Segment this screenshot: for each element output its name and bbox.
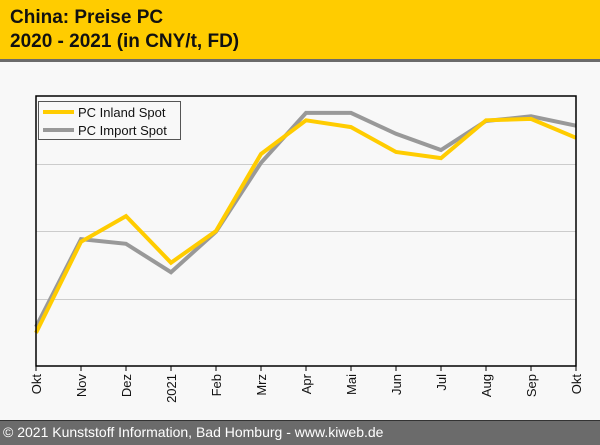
- x-tick-label-1: Nov: [74, 374, 89, 398]
- x-tick-label-8: Jun: [389, 374, 404, 395]
- x-tick-label-3: 2021: [164, 374, 179, 403]
- series-line-inland: [36, 119, 576, 333]
- x-axis-ticks: Okt Nov Dez 2021 Feb Mrz Apr Mai Jun Jul Aug Sep Okt: [29, 366, 584, 403]
- x-tick-label-11: Sep: [524, 374, 539, 397]
- gridlines: [36, 165, 576, 300]
- x-tick-label-6: Apr: [299, 373, 314, 394]
- x-tick-label-5: Mrz: [254, 374, 269, 396]
- x-tick-label-9: Jul: [434, 374, 449, 391]
- legend: PC Inland Spot PC Import Spot: [39, 102, 181, 140]
- x-tick-label-0: Okt: [29, 374, 44, 395]
- x-tick-label-2: Dez: [119, 374, 134, 397]
- copyright-text: © 2021 Kunststoff Information, Bad Hombu…: [3, 424, 383, 440]
- x-tick-label-10: Aug: [479, 374, 494, 397]
- legend-label-import: PC Import Spot: [78, 123, 167, 138]
- legend-label-inland: PC Inland Spot: [78, 105, 166, 120]
- x-tick-label-4: Feb: [209, 374, 224, 396]
- x-tick-label-7: Mai: [344, 374, 359, 395]
- footer: © 2021 Kunststoff Information, Bad Hombu…: [0, 420, 600, 445]
- x-tick-label-12: Okt: [569, 374, 584, 395]
